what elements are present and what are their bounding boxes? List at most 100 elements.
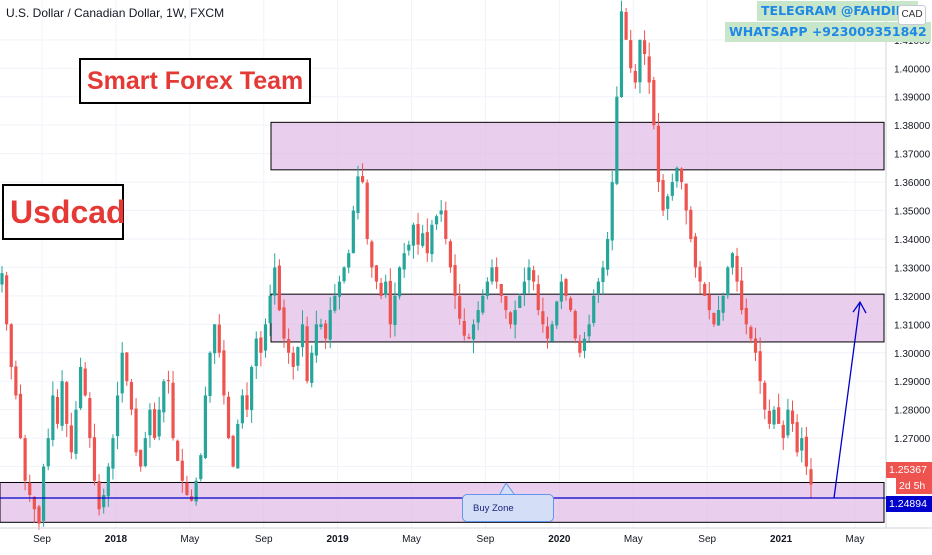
candle-body: [592, 295, 596, 323]
price-tick-label: 1.34000: [894, 235, 931, 246]
buy-zone-callout[interactable]: Buy Zone: [462, 494, 554, 522]
last-price-label: 1.25367: [886, 462, 932, 478]
demand-supply-zone: [0, 481, 885, 523]
candle-body: [254, 338, 258, 367]
candle-body: [32, 496, 36, 510]
candle-body: [670, 182, 674, 196]
candle-body: [60, 381, 64, 426]
candle-body: [684, 183, 688, 211]
candle-body: [712, 312, 716, 325]
candle-body: [360, 176, 365, 183]
candle-body: [430, 224, 434, 255]
candle-body: [310, 352, 314, 383]
candle-body: [740, 280, 744, 311]
candle-body: [564, 279, 568, 296]
candle-body: [9, 324, 13, 367]
candle-body: [388, 280, 392, 325]
candle-body: [180, 460, 184, 481]
candle-body: [356, 176, 360, 214]
countdown-label: 2d 5h: [896, 478, 932, 494]
candle-body: [679, 168, 684, 183]
candle-body: [481, 295, 485, 313]
currency-badge[interactable]: CAD: [898, 5, 926, 25]
candle-body: [51, 395, 55, 440]
candle-body: [194, 480, 198, 502]
candle-body: [777, 407, 781, 424]
candle-body: [559, 281, 563, 302]
price-tick-label: 1.33000: [894, 263, 931, 274]
candle-body: [795, 422, 799, 453]
candle-body: [439, 210, 443, 215]
candle-body: [615, 96, 619, 184]
candle-body: [518, 295, 522, 308]
telegram-watermark: TELEGRAM @FAHDIFX: [757, 1, 918, 21]
price-tick-label: 1.29000: [894, 377, 931, 388]
candle-body: [102, 495, 106, 508]
candle-body: [716, 310, 721, 326]
candle-body: [749, 327, 753, 339]
candle-body: [166, 380, 171, 382]
candle-body: [134, 408, 138, 453]
candle-body: [152, 409, 157, 439]
candle-body: [522, 281, 526, 294]
time-tick-label: Sep: [255, 534, 273, 545]
candle-body: [328, 310, 332, 340]
candle-body: [596, 281, 600, 295]
candle-body: [495, 266, 499, 282]
candle-body: [726, 267, 730, 296]
candle-body: [532, 270, 536, 282]
candle-body: [633, 70, 637, 83]
candle-body: [78, 366, 83, 409]
candle-body: [767, 410, 771, 424]
price-tick-label: 1.28000: [894, 406, 931, 417]
candle-body: [300, 324, 305, 348]
candle-body: [605, 238, 610, 270]
symbol-title: U.S. Dollar / Canadian Dollar, 1W, FXCM: [6, 6, 225, 20]
candle-body: [273, 267, 277, 296]
time-tick-label: May: [180, 534, 199, 545]
price-tick-label: 1.31000: [894, 320, 931, 331]
demand-supply-zone: [270, 293, 885, 343]
candle-body: [698, 266, 702, 282]
candle-body: [384, 281, 388, 295]
candle-body: [578, 340, 582, 353]
candle-body: [287, 339, 291, 353]
candle-body: [347, 253, 351, 268]
candle-body: [624, 11, 628, 40]
candle-body: [569, 298, 573, 311]
price-tick-label: 1.40000: [894, 64, 931, 75]
candle-body: [809, 469, 813, 485]
candle-body: [92, 437, 97, 481]
price-tick-label: 1.32000: [894, 292, 931, 303]
candle-body: [397, 267, 402, 297]
candle-body: [185, 482, 189, 495]
candle-body: [259, 337, 263, 353]
price-tick-label: 1.38000: [894, 121, 931, 132]
time-tick-label: 2018: [105, 534, 128, 545]
price-tick-label: 1.27000: [894, 434, 931, 445]
candle-body: [74, 409, 78, 454]
line-price-label: 1.24894: [886, 496, 932, 512]
candle-body: [46, 438, 50, 467]
candle-body: [656, 125, 661, 183]
candle-body: [176, 440, 180, 461]
candle-body: [693, 236, 698, 268]
candle-body: [619, 11, 624, 97]
candle-body: [268, 295, 272, 324]
candle-body: [458, 296, 462, 319]
candle-body: [379, 282, 383, 296]
candle-body: [162, 381, 166, 413]
time-tick-label: Sep: [477, 534, 495, 545]
candle-body: [601, 267, 605, 283]
candle-body: [508, 312, 513, 325]
candle-body: [434, 216, 439, 225]
candle-body: [139, 449, 143, 467]
candle-body: [319, 324, 323, 327]
price-tick-label: 1.36000: [894, 178, 931, 189]
candle-body: [753, 338, 758, 353]
candle-body: [171, 382, 175, 439]
candle-body: [129, 382, 134, 410]
candle-body: [721, 295, 725, 313]
